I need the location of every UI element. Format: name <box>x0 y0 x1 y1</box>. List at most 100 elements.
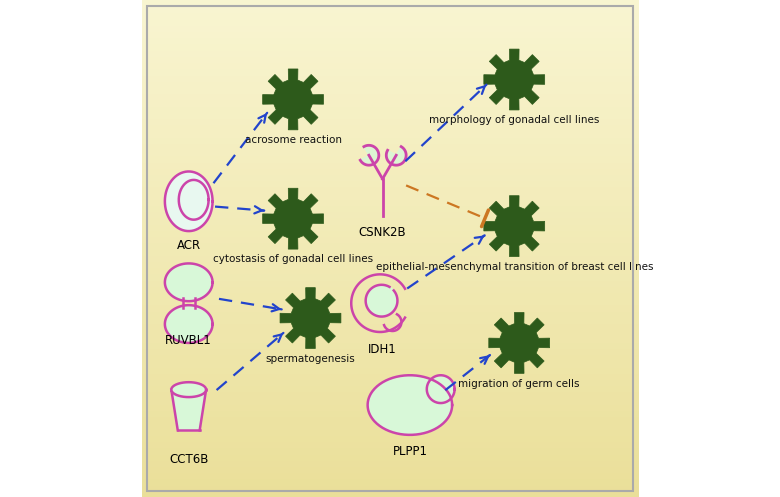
Polygon shape <box>141 205 639 211</box>
Polygon shape <box>141 211 639 218</box>
Polygon shape <box>141 156 639 162</box>
Polygon shape <box>141 143 639 149</box>
Polygon shape <box>141 478 639 485</box>
Polygon shape <box>141 87 639 93</box>
Polygon shape <box>141 385 639 392</box>
Polygon shape <box>141 342 639 348</box>
Polygon shape <box>141 304 639 311</box>
Polygon shape <box>141 416 639 422</box>
Polygon shape <box>141 286 639 292</box>
Polygon shape <box>141 447 639 453</box>
Polygon shape <box>141 491 639 497</box>
Text: CCT6B: CCT6B <box>169 453 208 466</box>
Polygon shape <box>141 367 639 373</box>
Polygon shape <box>141 124 639 130</box>
Text: spermatogenesis: spermatogenesis <box>266 354 356 364</box>
Polygon shape <box>141 243 639 248</box>
Polygon shape <box>141 453 639 460</box>
Polygon shape <box>141 224 639 230</box>
Polygon shape <box>141 311 639 317</box>
Polygon shape <box>141 99 639 106</box>
Text: RUVBL1: RUVBL1 <box>165 334 212 347</box>
Polygon shape <box>141 410 639 416</box>
Polygon shape <box>141 422 639 428</box>
Polygon shape <box>141 168 639 174</box>
Text: cytostasis of gonadal cell lines: cytostasis of gonadal cell lines <box>213 254 373 264</box>
Polygon shape <box>141 218 639 224</box>
Polygon shape <box>141 130 639 137</box>
Polygon shape <box>484 196 544 256</box>
Polygon shape <box>141 62 639 68</box>
Polygon shape <box>141 428 639 435</box>
Polygon shape <box>141 335 639 342</box>
Text: ACR: ACR <box>176 239 200 251</box>
Polygon shape <box>141 162 639 168</box>
Polygon shape <box>165 263 213 301</box>
Polygon shape <box>141 137 639 143</box>
Polygon shape <box>141 68 639 75</box>
Polygon shape <box>141 273 639 279</box>
Polygon shape <box>141 149 639 156</box>
Polygon shape <box>141 37 639 44</box>
Text: migration of germ cells: migration of germ cells <box>459 379 580 389</box>
Polygon shape <box>141 392 639 398</box>
Polygon shape <box>141 93 639 99</box>
Polygon shape <box>141 435 639 441</box>
Text: morphology of gonadal cell lines: morphology of gonadal cell lines <box>429 115 600 125</box>
Polygon shape <box>179 180 208 220</box>
Polygon shape <box>141 12 639 18</box>
Polygon shape <box>141 460 639 466</box>
Polygon shape <box>141 441 639 447</box>
Polygon shape <box>427 375 455 403</box>
Polygon shape <box>141 31 639 37</box>
Polygon shape <box>141 261 639 267</box>
Polygon shape <box>141 0 639 6</box>
Text: CSNK2B: CSNK2B <box>359 226 406 239</box>
Polygon shape <box>141 317 639 323</box>
Polygon shape <box>489 313 550 373</box>
Polygon shape <box>165 171 213 231</box>
Polygon shape <box>141 254 639 261</box>
Text: acrosome reaction: acrosome reaction <box>245 135 342 145</box>
Polygon shape <box>366 285 398 317</box>
Polygon shape <box>141 279 639 286</box>
Polygon shape <box>172 382 206 397</box>
Polygon shape <box>141 485 639 491</box>
Polygon shape <box>263 69 324 130</box>
Polygon shape <box>141 18 639 25</box>
Polygon shape <box>141 360 639 367</box>
Polygon shape <box>141 348 639 354</box>
Polygon shape <box>141 180 639 186</box>
Polygon shape <box>141 44 639 50</box>
Polygon shape <box>141 323 639 330</box>
Polygon shape <box>141 6 639 12</box>
Polygon shape <box>280 288 341 348</box>
Polygon shape <box>141 248 639 254</box>
Polygon shape <box>141 267 639 273</box>
Polygon shape <box>141 379 639 385</box>
Polygon shape <box>386 147 406 165</box>
Polygon shape <box>141 398 639 404</box>
Polygon shape <box>263 188 324 249</box>
Polygon shape <box>141 472 639 478</box>
Polygon shape <box>141 292 639 298</box>
Polygon shape <box>141 298 639 304</box>
Polygon shape <box>172 390 206 430</box>
Polygon shape <box>141 404 639 410</box>
Polygon shape <box>141 174 639 180</box>
Polygon shape <box>141 112 639 118</box>
Polygon shape <box>484 49 544 110</box>
Polygon shape <box>141 25 639 31</box>
Polygon shape <box>141 230 639 236</box>
Text: epithelial-mesenchymal transition of breast cell lines: epithelial-mesenchymal transition of bre… <box>375 262 653 272</box>
Polygon shape <box>141 75 639 81</box>
Polygon shape <box>141 56 639 62</box>
Polygon shape <box>141 354 639 360</box>
Polygon shape <box>141 373 639 379</box>
Text: PLPP1: PLPP1 <box>392 445 427 458</box>
Polygon shape <box>141 106 639 112</box>
Polygon shape <box>141 50 639 56</box>
Polygon shape <box>360 145 379 165</box>
Polygon shape <box>141 81 639 87</box>
Polygon shape <box>141 236 639 243</box>
